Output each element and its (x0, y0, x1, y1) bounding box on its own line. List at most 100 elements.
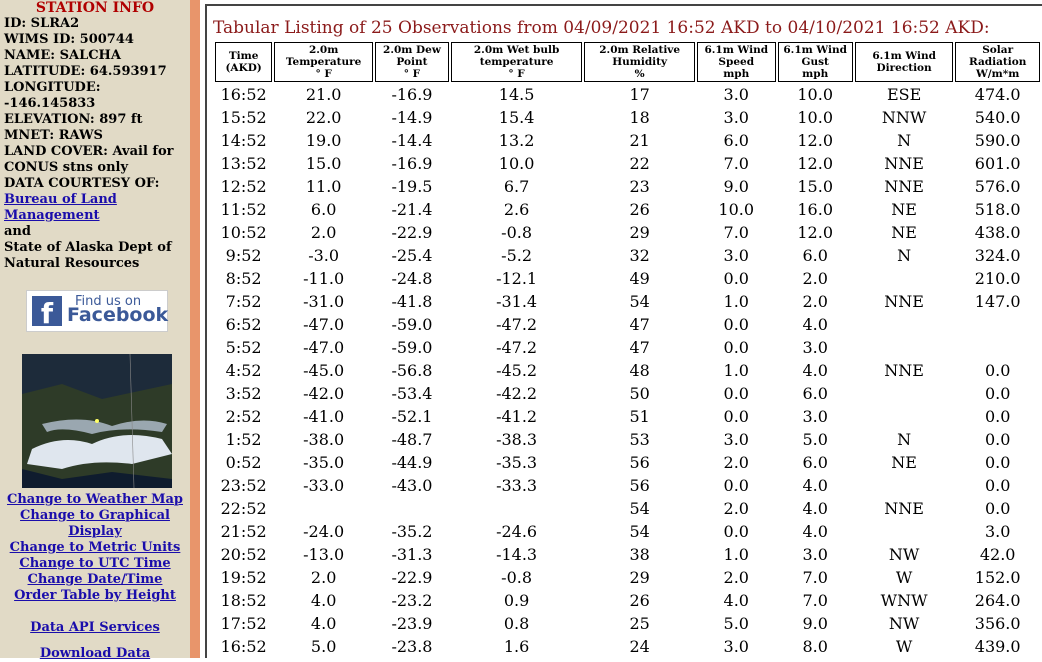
data-cell: 147.0 (974, 292, 1021, 311)
data-cell: -38.3 (496, 430, 538, 449)
data-cell: 2.0 (802, 292, 828, 311)
data-cell: 24 (629, 637, 650, 656)
data-row: 14:52 19.0 -14.4 13.2 21 6.0 12.0 N 590.0 (215, 130, 1040, 151)
data-cell: 10.0 (797, 85, 833, 104)
data-cell: N (897, 430, 912, 449)
data-cell: 47 (629, 338, 650, 357)
data-cell: 17 (629, 85, 650, 104)
data-cell: -47.0 (303, 338, 345, 357)
data-cell: 1.6 (503, 637, 530, 656)
data-cell: 0.8 (503, 614, 530, 633)
data-cell: 16:52 (220, 637, 267, 656)
data-cell: 590.0 (974, 131, 1021, 150)
nav-link[interactable]: Change to Graphical Display (20, 508, 170, 539)
data-cell: 6.0 (802, 246, 828, 265)
header-line: W/m*m (976, 68, 1020, 80)
data-cell: 53 (629, 430, 650, 449)
data-cell: 22.0 (305, 108, 342, 127)
header-line: 2.0m (308, 44, 339, 56)
data-cell: 4.0 (723, 591, 749, 610)
data-cell: 54 (629, 292, 650, 311)
courtesy-link[interactable]: Bureau of Land Management (4, 192, 117, 223)
data-cell: -16.9 (391, 154, 433, 173)
link-row: Change to UTC Time (0, 556, 190, 572)
data-cell: -23.2 (391, 591, 433, 610)
column-header: 2.0m Relative Humidity% (584, 42, 695, 82)
station-map[interactable] (22, 354, 172, 488)
header-line: Speed (718, 56, 755, 68)
nav-link[interactable]: Change Date/Time (27, 572, 163, 587)
data-cell: -33.3 (496, 476, 538, 495)
data-cell (855, 337, 953, 358)
data-cell: 6.7 (503, 177, 530, 196)
data-cell: 0.0 (723, 338, 749, 357)
data-cell: 21 (629, 131, 650, 150)
data-cell: 16.0 (797, 200, 833, 219)
data-cell: 0.0 (984, 453, 1011, 472)
column-header: 6.1m Wind Gust mph (777, 42, 853, 82)
header-line: Radiation (968, 56, 1027, 68)
header-line: Humidity (612, 56, 668, 68)
data-cell: 12:52 (220, 177, 267, 196)
data-cell: 42.0 (979, 545, 1016, 564)
nav-link[interactable]: Change to Metric Units (9, 540, 181, 555)
nav-link[interactable]: Order Table by Height (14, 588, 176, 603)
data-cell: 54 (629, 522, 650, 541)
sidebar-stripe (190, 0, 200, 658)
data-cell: 13.2 (498, 131, 535, 150)
data-cell: -42.2 (496, 384, 538, 403)
data-cell: 32 (629, 246, 650, 265)
data-cell: 18:52 (220, 591, 267, 610)
data-cell: -31.4 (496, 292, 538, 311)
data-row: 10:52 2.0 -22.9 -0.8 29 7.0 12.0 NE 438.0 (215, 222, 1040, 243)
data-cell (855, 314, 953, 335)
data-cell: 9.0 (723, 177, 749, 196)
data-cell: 0.0 (984, 361, 1011, 380)
nav-link[interactable]: Data API Services (30, 620, 160, 635)
column-header: 6.1m Wind Direction (854, 42, 954, 82)
data-cell: 14:52 (220, 131, 267, 150)
courtesy-line: Bureau of Land Management (4, 192, 184, 224)
data-cell: 0.0 (723, 407, 749, 426)
data-cell: -47.2 (496, 338, 538, 357)
data-cell: 15.0 (305, 154, 342, 173)
data-cell (451, 498, 583, 519)
data-row: 16:52 5.0 -23.8 1.6 24 3.0 8.0 W 439.0 (215, 636, 1040, 657)
nav-link[interactable]: Change to UTC Time (19, 556, 171, 571)
data-cell: 7.0 (802, 568, 828, 587)
data-cell: 2.0 (723, 568, 749, 587)
data-row: 8:52 -11.0 -24.8 -12.1 49 0.0 2.0 210.0 (215, 268, 1040, 289)
data-cell: 25 (629, 614, 650, 633)
frame-border (205, 4, 1042, 6)
header-line: 2.0m Relative (599, 44, 681, 56)
data-cell: N (897, 131, 912, 150)
data-cell: 22 (629, 154, 650, 173)
spacer (0, 636, 190, 646)
data-row: 0:52 -35.0 -44.9 -35.3 56 2.0 6.0 NE 0.0 (215, 452, 1040, 473)
data-cell: 0.0 (984, 384, 1011, 403)
column-header: Solar Radiation W/m*m (955, 42, 1040, 82)
facebook-text: Facebook (67, 304, 169, 326)
data-row: 4:52 -45.0 -56.8 -45.2 48 1.0 4.0 NNE 0.0 (215, 360, 1040, 381)
data-cell: 3.0 (723, 246, 749, 265)
data-cell: 6.0 (802, 453, 828, 472)
data-row: 17:52 4.0 -23.9 0.8 25 5.0 9.0 NW 356.0 (215, 613, 1040, 634)
data-cell: 12.0 (797, 223, 833, 242)
data-cell (855, 475, 953, 496)
data-row: 21:52 -24.0 -35.2 -24.6 54 0.0 4.0 3.0 (215, 521, 1040, 542)
data-cell: 19:52 (220, 568, 267, 587)
data-cell: -31.0 (303, 292, 345, 311)
data-cell: -35.3 (496, 453, 538, 472)
data-cell: -44.9 (391, 453, 433, 472)
nav-link[interactable]: Change to Weather Map (6, 492, 183, 507)
facebook-badge[interactable]: f Find us on Facebook (26, 290, 168, 332)
info-line: ID: SLRA2 (4, 16, 80, 31)
data-cell: -11.0 (303, 269, 345, 288)
nav-link[interactable]: Download Data (39, 646, 151, 661)
data-row: 2:52 -41.0 -52.1 -41.2 51 0.0 3.0 0.0 (215, 406, 1040, 427)
spacer (0, 604, 190, 620)
data-cell: 17:52 (220, 614, 267, 633)
header-line: ° F (315, 68, 332, 80)
info-line: ELEVATION: 897 ft (4, 112, 143, 127)
data-row: 6:52 -47.0 -59.0 -47.2 47 0.0 4.0 (215, 314, 1040, 335)
